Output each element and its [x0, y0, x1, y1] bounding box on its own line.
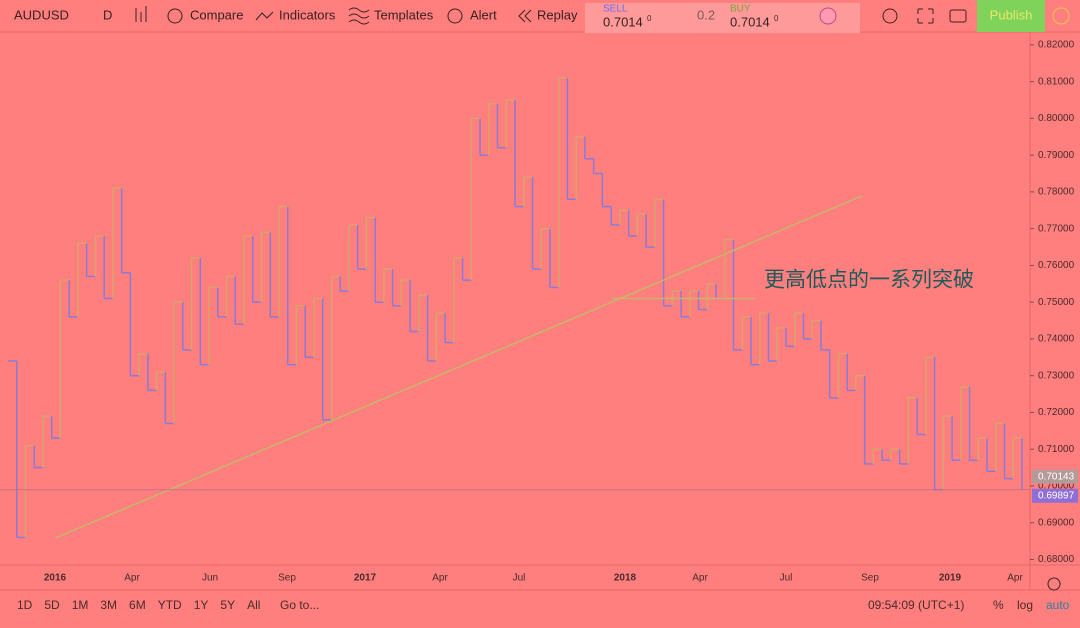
chart-type-icon[interactable]	[135, 6, 147, 22]
fullscreen-icon[interactable]	[917, 8, 934, 24]
goto-button[interactable]: Go to...	[280, 598, 319, 612]
sell-price[interactable]: 0.7014	[603, 14, 643, 29]
x-tick-label: 2016	[44, 573, 67, 584]
percent-toggle[interactable]: %	[993, 598, 1004, 612]
snapshot-icon[interactable]	[949, 9, 967, 23]
sell-label[interactable]: SELL	[603, 4, 628, 15]
templates-icon[interactable]	[348, 7, 370, 25]
range-button[interactable]: 1D	[17, 598, 33, 612]
indicators-icon[interactable]	[255, 11, 274, 21]
x-tick-label: Jul	[780, 573, 793, 584]
buy-pip: 0	[774, 14, 779, 23]
range-button[interactable]: 6M	[129, 598, 146, 612]
price-label-bg	[1032, 469, 1078, 484]
range-button[interactable]: 5Y	[220, 598, 235, 612]
x-tick-label: 2019	[939, 573, 962, 584]
range-button[interactable]: YTD	[158, 598, 182, 612]
axis-settings-icon[interactable]	[1047, 577, 1061, 591]
spread: 0.2	[697, 7, 715, 22]
price-label: 0.69897	[1038, 490, 1075, 501]
toolbar-button[interactable]: Indicators	[279, 7, 336, 22]
trade-panel	[585, 3, 860, 33]
y-tick-label: 0.72000	[1038, 407, 1075, 418]
symbol[interactable]: AUDUSD	[14, 7, 69, 22]
settings-icon[interactable]	[882, 8, 898, 24]
y-tick-label: 0.69000	[1038, 517, 1075, 528]
toolbar-button[interactable]: Compare	[190, 7, 243, 22]
x-tick-label: Apr	[124, 573, 140, 584]
info-icon[interactable]	[819, 7, 837, 25]
toolbar-button[interactable]: Alert	[470, 7, 497, 22]
y-tick-label: 0.68000	[1038, 554, 1075, 565]
toolbar-button[interactable]: Templates	[374, 7, 434, 22]
play-icon[interactable]	[1052, 7, 1070, 25]
x-tick-label: Sep	[861, 573, 879, 584]
range-button[interactable]: All	[247, 598, 260, 612]
y-tick-label: 0.71000	[1038, 444, 1075, 455]
clock: 09:54:09 (UTC+1)	[868, 598, 964, 612]
interval[interactable]: D	[103, 7, 112, 22]
y-tick-label: 0.78000	[1038, 187, 1075, 198]
price-label-bg	[1032, 488, 1078, 503]
y-tick-label: 0.79000	[1038, 150, 1075, 161]
y-tick-label: 0.70000	[1038, 481, 1075, 492]
y-tick-label: 0.77000	[1038, 223, 1075, 234]
buy-label[interactable]: BUY	[730, 4, 751, 15]
log-toggle[interactable]: log	[1017, 598, 1033, 612]
auto-toggle[interactable]: auto	[1046, 598, 1070, 612]
publish-text[interactable]: Publish	[990, 7, 1033, 22]
range-button[interactable]: 1Y	[194, 598, 209, 612]
x-tick-label: Apr	[432, 573, 448, 584]
x-tick-label: Apr	[1007, 573, 1023, 584]
y-tick-label: 0.80000	[1038, 113, 1075, 124]
y-tick-label: 0.73000	[1038, 370, 1075, 381]
annotation: 更高低点的一系列突破	[764, 269, 974, 292]
toolbar-button[interactable]: Replay	[537, 7, 578, 22]
chart: 0.68000 0.69000 0.70000 0.71000 0.72000 0.730…	[0, 40, 1078, 584]
x-tick-label: Sep	[278, 573, 296, 584]
compare-icon[interactable]	[167, 8, 183, 24]
price-label: 0.70143	[1038, 471, 1075, 482]
trend-line	[54, 195, 863, 539]
x-tick-label: Apr	[692, 573, 708, 584]
replay-icon[interactable]	[518, 9, 532, 23]
publish-button[interactable]	[977, 0, 1045, 32]
y-tick-label: 0.81000	[1038, 76, 1075, 87]
y-tick-label: 0.76000	[1038, 260, 1075, 271]
x-tick-label: 2018	[614, 573, 637, 584]
x-tick-label: 2017	[354, 573, 377, 584]
y-tick-label: 0.75000	[1038, 297, 1075, 308]
sell-pip: 0	[647, 14, 652, 23]
x-tick-label: Jun	[202, 573, 218, 584]
alert-icon[interactable]	[447, 8, 463, 24]
x-tick-label: Jul	[513, 573, 526, 584]
range-button[interactable]: 5D	[44, 598, 60, 612]
range-button[interactable]: 3M	[100, 598, 117, 612]
y-tick-label: 0.82000	[1038, 40, 1075, 51]
y-tick-label: 0.74000	[1038, 334, 1075, 345]
range-button[interactable]: 1M	[72, 598, 89, 612]
buy-price[interactable]: 0.7014	[730, 14, 770, 29]
